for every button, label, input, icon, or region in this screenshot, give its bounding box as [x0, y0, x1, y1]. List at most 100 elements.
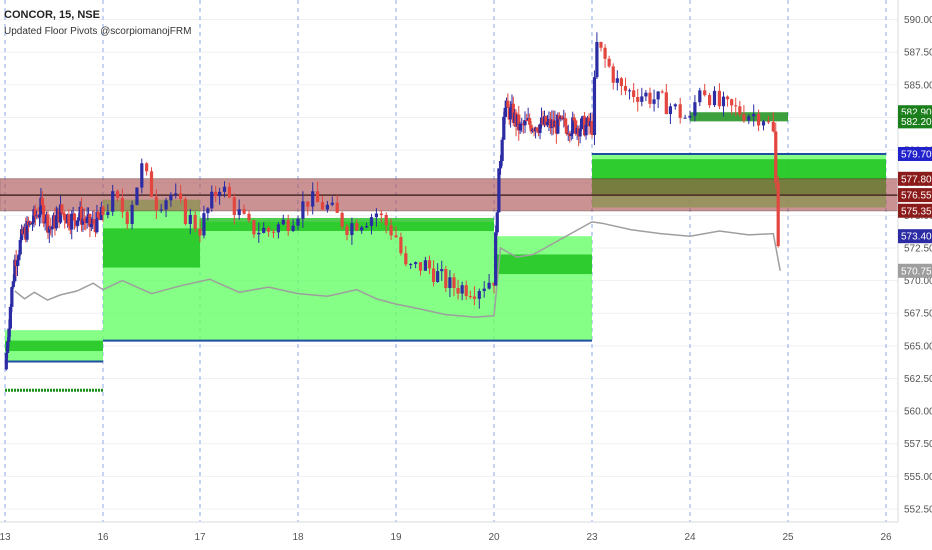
candle-body	[77, 217, 81, 221]
candle-body	[306, 201, 310, 207]
candle-body	[673, 104, 677, 107]
price-tag-label: 582.20	[901, 117, 932, 128]
candle-body	[752, 113, 756, 117]
candle-body	[560, 116, 564, 120]
candle-body	[712, 90, 717, 106]
x-tick-label: 19	[390, 532, 402, 543]
pivot-zone	[103, 199, 200, 341]
candle-body	[4, 352, 8, 370]
r-zone	[690, 112, 788, 122]
candle-body	[538, 124, 542, 133]
candle-body	[43, 222, 47, 224]
candle-body	[252, 220, 256, 235]
candle-body	[42, 205, 46, 224]
candle-body	[747, 116, 751, 121]
candle-body	[730, 99, 734, 106]
candle-body	[135, 187, 139, 205]
candle-body	[237, 209, 241, 215]
candle-body	[72, 213, 77, 221]
candle-body	[81, 218, 85, 225]
candle-body	[92, 219, 96, 225]
candle-body	[60, 204, 64, 213]
candle-body	[345, 226, 349, 236]
candle-body	[502, 116, 506, 140]
x-tick-label: 23	[586, 532, 598, 543]
candle-body	[222, 186, 227, 192]
candle-body	[365, 226, 369, 228]
candle-body	[50, 226, 54, 230]
candle-body	[725, 96, 730, 100]
price-tag-label: 582.90	[901, 108, 932, 119]
candle-body	[394, 235, 398, 238]
candle-body	[206, 208, 210, 214]
price-tag-label: 573.40	[901, 232, 932, 243]
candle-body	[427, 260, 432, 269]
candle-body	[494, 232, 498, 286]
y-tick-label: 587.50	[904, 48, 932, 59]
candle-body	[431, 268, 436, 282]
candle-body	[632, 90, 636, 97]
price-tag	[898, 203, 932, 218]
y-tick-label: 565.00	[904, 341, 932, 352]
candle-body	[8, 306, 12, 329]
candle-body	[46, 214, 50, 233]
candle-body	[571, 117, 575, 134]
candle-body	[15, 260, 20, 267]
candle-body	[88, 214, 92, 228]
candle-body	[497, 168, 501, 213]
candle-body	[521, 123, 525, 126]
candle-body	[198, 228, 202, 236]
y-tick-label: 560.00	[904, 407, 932, 418]
candle-body	[414, 262, 418, 265]
candle-body	[6, 341, 10, 353]
candle-body	[99, 207, 103, 220]
candle-body	[214, 191, 218, 197]
candle-body	[85, 216, 89, 224]
price-tag-label: 576.55	[901, 191, 932, 202]
price-tag	[898, 146, 932, 161]
candle-body	[503, 107, 507, 117]
candle-body	[281, 219, 285, 225]
candle-body	[218, 191, 222, 197]
candle-body	[757, 113, 761, 126]
candle-body	[668, 106, 672, 115]
candle-body	[776, 182, 780, 247]
candle-body	[340, 212, 344, 227]
candle-body	[460, 285, 464, 294]
candle-body	[379, 213, 383, 215]
candle-body	[95, 211, 99, 233]
candle-body	[325, 204, 329, 210]
candle-body	[544, 116, 548, 126]
candle-body	[360, 227, 364, 231]
y-tick-label: 572.50	[904, 243, 932, 254]
candle-body	[30, 222, 35, 225]
y-tick-label: 555.00	[904, 472, 932, 483]
candle-body	[227, 186, 231, 198]
candle-body	[311, 191, 315, 207]
candle-body	[492, 282, 496, 286]
candle-body	[436, 271, 440, 282]
candle-body	[518, 123, 522, 131]
candle-body	[79, 206, 84, 225]
candle-body	[452, 277, 456, 289]
candle-body	[627, 90, 632, 92]
candle-body	[39, 197, 43, 215]
candle-body	[188, 214, 192, 224]
candle-body	[262, 227, 266, 233]
candle-body	[330, 202, 334, 205]
candle-body	[37, 214, 42, 218]
candle-body	[130, 204, 134, 224]
candle-body	[693, 102, 697, 116]
candle-body	[563, 118, 567, 127]
candle-body	[58, 204, 63, 223]
candle-body	[247, 213, 251, 221]
y-tick-label: 570.00	[904, 276, 932, 287]
candle-body	[70, 213, 74, 230]
candle-body	[320, 202, 325, 210]
candle-body	[464, 285, 468, 297]
candle-body	[174, 193, 178, 195]
price-tag	[898, 171, 932, 186]
x-tick-label: 26	[880, 532, 892, 543]
candle-body	[154, 196, 158, 211]
